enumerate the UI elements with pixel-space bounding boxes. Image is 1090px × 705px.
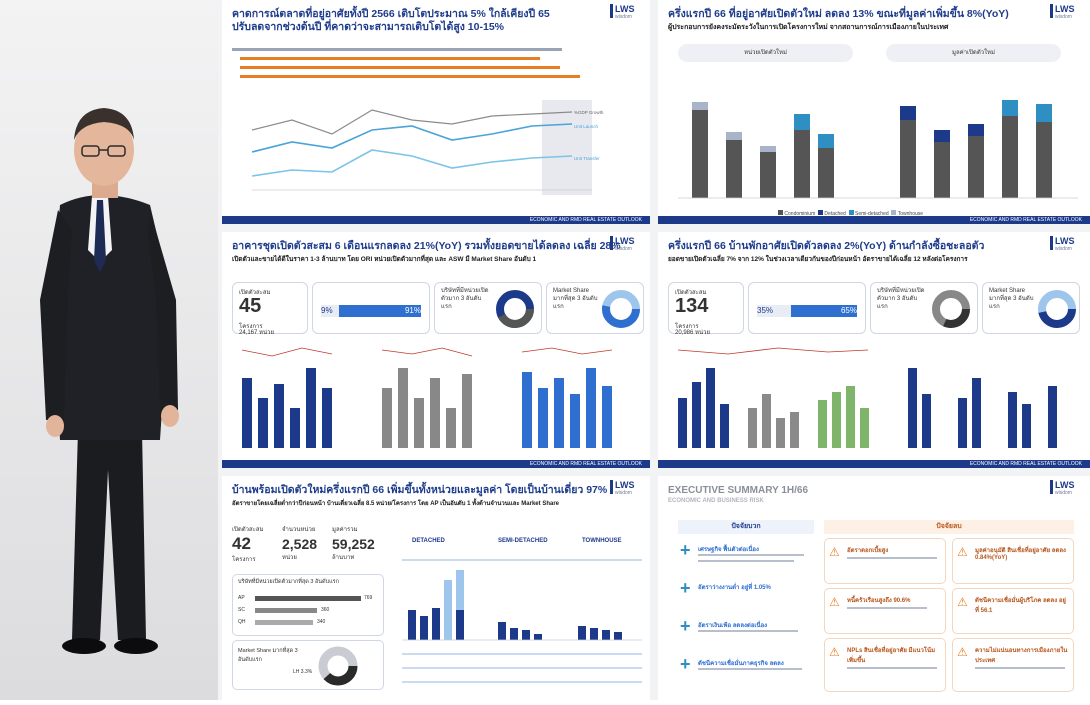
- title-line-1: คาดการณ์ตลาดที่อยู่อาศัยทั้งปี 2566 เติบ…: [232, 8, 550, 20]
- slide-executive-summary: EXECUTIVE SUMMARY 1H/66 ECONOMIC AND BUS…: [658, 476, 1090, 700]
- warning-icon: ⚠: [957, 595, 968, 609]
- slide-title: EXECUTIVE SUMMARY 1H/66: [668, 485, 809, 496]
- lws-logo: LWS wisdom: [1050, 480, 1084, 496]
- warning-icon: ⚠: [829, 645, 840, 659]
- positive-factors-list: + เศรษฐกิจ ฟื้นตัวต่อเนื่อง + อัตราว่างง…: [678, 538, 814, 696]
- launch-stacked-bars: [678, 100, 1078, 199]
- series-label-launch: Unit Launch: [574, 124, 599, 129]
- condo-bar-charts: [241, 347, 613, 448]
- slide-board: คาดการณ์ตลาดที่อยู่อาศัยทั้งปี 2566 เติบ…: [218, 0, 1090, 700]
- slide-subtitle: ECONOMIC AND BUSINESS RISK: [668, 498, 764, 504]
- negative-item: ⚠ หนี้ครัวเรือนสูงถึง 90.6%: [824, 588, 946, 634]
- slide-title: คาดการณ์ตลาดที่อยู่อาศัยทั้งปี 2566 เติบ…: [232, 8, 550, 34]
- slide-ready-homes: บ้านพร้อมเปิดตัวใหม่ครึ่งแรกปี 66 เพิ่มข…: [222, 476, 650, 700]
- ready-home-bars: [402, 559, 642, 683]
- lws-logo: LWS wisdom: [1050, 236, 1084, 252]
- kpi-units: จำนวนหน่วย 2,528 หน่วย: [282, 527, 318, 561]
- slide-subtitle: ยอดขายเปิดตัวเฉลี่ย 7% จาก 12% ในช่วงเวล…: [668, 256, 968, 263]
- ready-kpis: เปิดตัวสะสม 42 โครงการ จำนวนหน่วย 2,528 …: [232, 524, 382, 568]
- chart-label-value: มูลค่าเปิดตัวใหม่: [886, 44, 1061, 62]
- market-share-box: Market Share มากที่สุด 3 อันดับแรก LH 3.…: [232, 640, 384, 690]
- negative-factors-head: ปัจจัยลบ: [824, 520, 1074, 534]
- slide-title: บ้านพร้อมเปิดตัวใหม่ครึ่งแรกปี 66 เพิ่มข…: [232, 484, 608, 496]
- slide-footer: ECONOMIC AND RMD REAL ESTATE OUTLOOK: [222, 460, 650, 468]
- presenter-figure: [0, 0, 218, 700]
- series-label-transfer: Unit Transfer: [574, 156, 600, 161]
- title-line-2: ปรับลดจากช่วงต้นปี ที่คาดว่าจะสามารถเติบ…: [232, 21, 504, 33]
- kpi-top3-companies: บริษัทที่มีหน่วยเปิดตัวมาก 3 อันดับแรก: [870, 282, 978, 334]
- slide-title: อาคารชุดเปิดตัวสะสม 6 เดือนแรกลดลง 21%(Y…: [232, 240, 621, 252]
- lws-logo: LWS wisdom: [1050, 4, 1084, 20]
- warning-icon: ⚠: [829, 545, 840, 559]
- series-label-gdp: %GDP Growth: [574, 110, 604, 115]
- warning-icon: ⚠: [829, 595, 840, 609]
- slide-market-forecast: คาดการณ์ตลาดที่อยู่อาศัยทั้งปี 2566 เติบ…: [222, 0, 650, 224]
- lws-logo: LWS wisdom: [610, 4, 644, 20]
- slide-title: ครึ่งแรกปี 66 บ้านพักอาศัยเปิดตัวลดลง 2%…: [668, 240, 985, 252]
- slide-subtitle: ผู้ประกอบการยังคงระมัดระวังในการเปิดโครง…: [668, 24, 949, 31]
- bullet-lines: [232, 48, 580, 78]
- kpi-top3-companies: บริษัทที่มีหน่วยเปิดตัวมาก 3 อันดับแรก: [434, 282, 542, 334]
- slide-subtitle: อัตราขายโดยเฉลี่ยต่ำกว่าปีก่อนหน้า บ้านเ…: [232, 501, 559, 507]
- kpi-market-share: Market Share มากที่สุด 3 อันดับแรก: [546, 282, 644, 334]
- kpi-share-bar: 9% 91%: [312, 282, 430, 334]
- slide-footer: ECONOMIC AND RMD REAL ESTATE OUTLOOK: [658, 460, 1090, 468]
- top3-companies-box: บริษัทที่มีหน่วยเปิดตัวมากที่สุด 3 อันดั…: [232, 574, 384, 636]
- positive-item: + อัตราว่างงานต่ำ อยู่ที่ 1.05%: [680, 578, 771, 598]
- kpi-market-share: Market Share มากที่สุด 3 อันดับแรก: [982, 282, 1080, 334]
- negative-factors-list-a: ⚠ อัตราดอกเบี้ยสูง ⚠ หนี้ครัวเรือนสูงถึง…: [824, 538, 946, 696]
- positive-item: + อัตราเงินเฟ้อ ลดลงต่อเนื่อง: [678, 614, 814, 650]
- warning-icon: ⚠: [957, 645, 968, 659]
- warning-icon: ⚠: [957, 545, 968, 559]
- slide-title: ครึ่งแรกปี 66 ที่อยู่อาศัยเปิดตัวใหม่ ลด…: [668, 8, 1009, 20]
- positive-item: + เศรษฐกิจ ฟื้นตัวต่อเนื่อง: [678, 538, 814, 574]
- negative-item: ⚠ NPLs สินเชื่อที่อยู่อาศัย มีแนวโน้มเพิ…: [824, 638, 946, 692]
- plus-icon: +: [680, 654, 691, 674]
- plus-icon: +: [680, 540, 691, 560]
- forecast-line-chart: %GDP Growth Unit Launch Unit Transfer: [252, 100, 604, 195]
- kpi-value: มูลค่ารวม 59,252 ล้านบาท: [332, 527, 375, 561]
- slide-condominium: อาคารชุดเปิดตัวสะสม 6 เดือนแรกลดลง 21%(Y…: [222, 232, 650, 468]
- chart-legend: Condominium Detached Semi-detached Townh…: [778, 210, 923, 217]
- negative-item: ⚠ ดัชนีความเชื่อมั่นผู้บริโภค ลดลง อยู่ท…: [952, 588, 1074, 634]
- housing-bar-charts: [677, 347, 1057, 448]
- positive-factors-head: ปัจจัยบวก: [678, 520, 814, 534]
- kpi-launch-projects: เปิดตัวสะสม 134 โครงการ 20,986 หน่วย: [668, 282, 744, 336]
- positive-item: + ดัชนีความเชื่อมั่นภาคธุรกิจ ลดลง: [678, 652, 814, 688]
- lws-logo: LWS wisdom: [610, 480, 644, 496]
- kpi-share-bar: 35% 65%: [748, 282, 866, 334]
- slide-footer: ECONOMIC AND RMD REAL ESTATE OUTLOOK: [222, 216, 650, 224]
- lws-logo: LWS wisdom: [610, 236, 644, 252]
- negative-item: ⚠ อัตราดอกเบี้ยสูง: [824, 538, 946, 584]
- negative-item: ⚠ มูลค่าอนุมัติ สินเชื่อที่อยู่อาศัย ลดล…: [952, 538, 1074, 584]
- presenter-photo: [0, 0, 218, 700]
- negative-factors-list-b: ⚠ มูลค่าอนุมัติ สินเชื่อที่อยู่อาศัย ลดล…: [952, 538, 1074, 696]
- kpi-projects: เปิดตัวสะสม 42 โครงการ: [232, 527, 264, 563]
- slide-footer: ECONOMIC AND RMD REAL ESTATE OUTLOOK: [658, 216, 1090, 224]
- plus-icon: +: [680, 578, 691, 598]
- slide-housing: ครึ่งแรกปี 66 บ้านพักอาศัยเปิดตัวลดลง 2%…: [658, 232, 1090, 468]
- negative-item: ⚠ ความไม่แน่นอนทางการเมืองภายในประเทศ: [952, 638, 1074, 692]
- slide-new-launch: ครึ่งแรกปี 66 ที่อยู่อาศัยเปิดตัวใหม่ ลด…: [658, 0, 1090, 224]
- plus-icon: +: [680, 616, 691, 636]
- kpi-launch-projects: เปิดตัวสะสม 45 โครงการ 24,167 หน่วย: [232, 282, 308, 336]
- chart-label-units: หน่วยเปิดตัวใหม่: [678, 44, 853, 62]
- slide-subtitle: เปิดตัวและขายได้ดีในราคา 1-3 ล้านบาท โดย…: [232, 256, 537, 263]
